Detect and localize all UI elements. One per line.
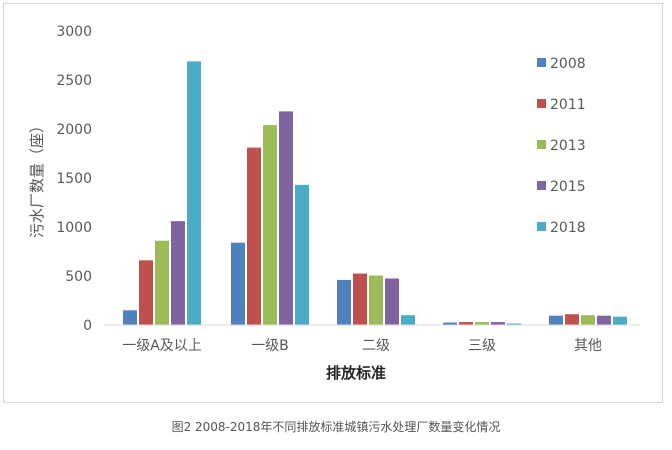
bar-2015-4 [597,315,611,325]
bar-2011-3 [459,322,473,325]
x-axis-title: 排放标准 [326,364,386,382]
legend-swatch-2013 [537,140,546,149]
legend-label-2015: 2015 [550,179,586,195]
x-tick-label: 一级A及以上 [122,338,202,354]
bar-2018-0 [187,61,201,325]
legend: 2008 2011 2013 2015 2018 [537,56,586,236]
y-tick-label: 3000 [56,24,92,40]
bar-2013-1 [263,125,277,325]
y-tick-label: 1500 [56,171,92,187]
bar-2011-0 [139,260,153,325]
bar-2018-2 [401,315,415,325]
x-tick-label: 三级 [468,338,496,354]
figure-frame [3,3,663,403]
y-axis-title: 污水厂数量（座） [28,118,46,238]
bar-2018-1 [295,184,309,325]
bar-2013-0 [155,240,169,325]
bar-2008-1 [231,242,245,325]
y-tick-label: 2000 [56,122,92,138]
bar-2013-4 [581,315,595,325]
legend-label-2018: 2018 [550,220,586,236]
bar-chart: 0 500 1000 1500 2000 2500 3000 一级A及以上 一级B 二级 三级 其他… [28,24,640,382]
x-axis: 一级A及以上 一级B 二级 三级 其他 [122,338,602,354]
y-tick-label: 500 [65,269,92,285]
x-tick-label: 一级B [251,338,289,354]
legend-label-2008: 2008 [550,56,586,72]
bar-2011-1 [247,147,261,325]
bar-2008-0 [123,310,137,325]
bar-2008-3 [443,322,457,325]
bar-2018-4 [613,316,627,325]
bar-2015-2 [385,278,399,325]
legend-swatch-2011 [537,99,546,108]
figure-caption: 图2 2008-2018年不同排放标准城镇污水处理厂数量变化情况 [171,420,501,434]
x-tick-label: 二级 [362,338,390,354]
legend-swatch-2018 [537,222,546,231]
legend-swatch-2015 [537,181,546,190]
legend-label-2011: 2011 [550,97,586,113]
bars [123,61,627,325]
bar-2015-0 [171,221,185,325]
y-tick-label: 0 [83,318,92,334]
bar-2013-3 [475,322,489,325]
bar-2008-2 [337,279,351,325]
bar-2008-4 [549,315,563,325]
bar-2015-3 [491,322,505,325]
y-tick-label: 1000 [56,220,92,236]
y-axis: 0 500 1000 1500 2000 2500 3000 [56,24,92,334]
legend-label-2013: 2013 [550,138,586,154]
legend-swatch-2008 [537,58,546,67]
x-tick-label: 其他 [574,338,602,354]
bar-2011-2 [353,273,367,325]
bar-2018-3 [507,323,521,325]
bar-2015-1 [279,111,293,325]
bar-2011-4 [565,314,579,325]
bar-2013-2 [369,275,383,325]
y-tick-label: 2500 [56,73,92,89]
